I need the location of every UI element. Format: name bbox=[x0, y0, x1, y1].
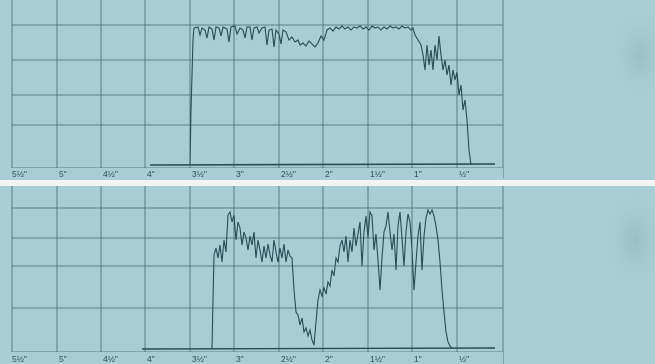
lower-trace bbox=[211, 208, 453, 349]
scale-label: 5" bbox=[59, 169, 67, 179]
scale-label: 2½" bbox=[281, 354, 296, 364]
scale-label: ½" bbox=[459, 169, 469, 179]
scale-label: 1½" bbox=[370, 354, 385, 364]
scale-label: 5½" bbox=[12, 354, 27, 364]
scale-label: 4" bbox=[147, 354, 155, 364]
scale-label: 1" bbox=[414, 354, 422, 364]
scale-label: ½" bbox=[459, 354, 469, 364]
scale-label: 2½" bbox=[281, 169, 296, 179]
upper-baseline bbox=[149, 163, 496, 166]
scale-label: 3½" bbox=[192, 354, 207, 364]
scale-label: 1" bbox=[414, 169, 422, 179]
scale-label: 4½" bbox=[103, 354, 118, 364]
scale-label: 5" bbox=[59, 354, 67, 364]
upper-scale-labels: 5½" 5" 4½" 4" 3½" 3" 2½" 2" 1½" 1" ½" bbox=[0, 168, 503, 179]
scale-label: 3½" bbox=[192, 169, 207, 179]
paper-stain bbox=[605, 190, 655, 290]
strip-divider bbox=[0, 180, 655, 186]
scale-label: 3" bbox=[236, 169, 244, 179]
scale-label: 1½" bbox=[370, 169, 385, 179]
scale-label: 4½" bbox=[103, 169, 118, 179]
scale-label: 2" bbox=[325, 354, 333, 364]
lower-strip: 5½" 5" 4½" 4" 3½" 3" 2½" 2" 1½" 1" ½" bbox=[0, 186, 504, 364]
scale-label: 2" bbox=[325, 169, 333, 179]
scale-label: 5½" bbox=[12, 169, 27, 179]
scale-label: 4" bbox=[147, 169, 155, 179]
lower-scale-labels: 5½" 5" 4½" 4" 3½" 3" 2½" 2" 1½" 1" ½" bbox=[0, 352, 503, 364]
lower-baseline bbox=[141, 347, 496, 350]
upper-strip: 5½" 5" 4½" 4" 3½" 3" 2½" 2" 1½" 1" ½" bbox=[0, 0, 504, 179]
paper-stain bbox=[610, 10, 655, 100]
upper-trace bbox=[189, 25, 472, 166]
scale-label: 3" bbox=[236, 354, 244, 364]
